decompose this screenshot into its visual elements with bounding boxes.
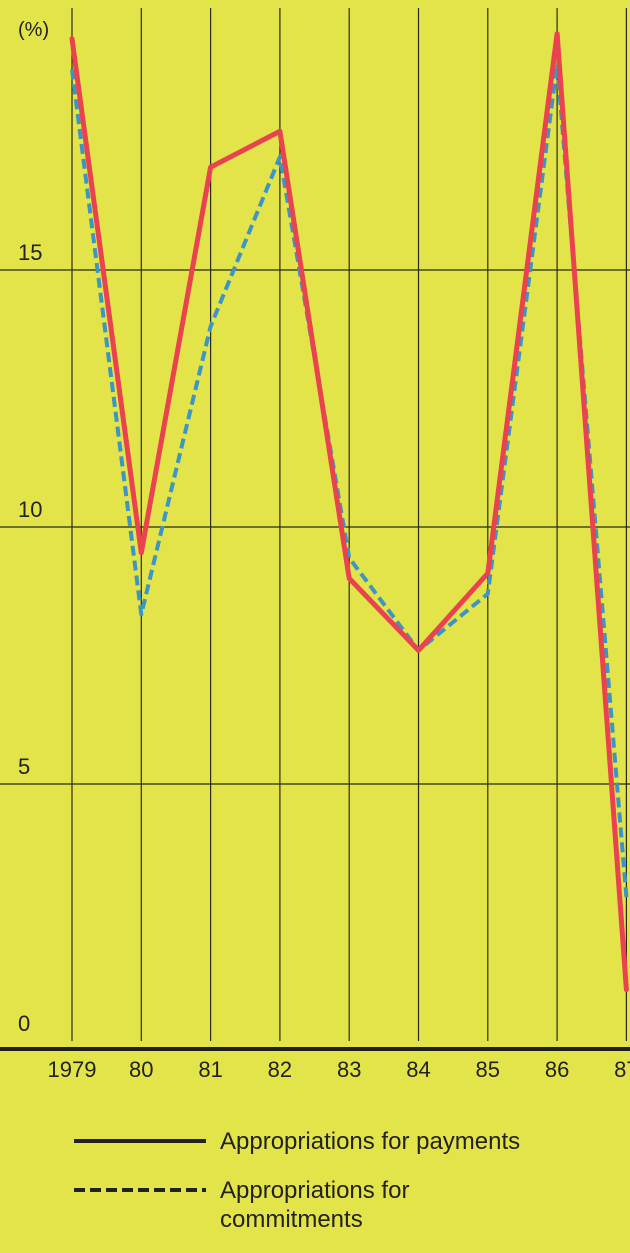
series-line-commitments xyxy=(70,62,629,898)
y-tick-label: 15 xyxy=(18,240,42,265)
x-tick-label: 85 xyxy=(476,1057,500,1082)
x-tick-labels: 1979 80 81 82 83 84 85 86 87 xyxy=(48,1057,630,1082)
x-tick-label: 80 xyxy=(129,1057,153,1082)
series-line-payments xyxy=(69,31,629,993)
x-tick-label: 84 xyxy=(406,1057,430,1082)
x-tick-label: 87 xyxy=(614,1057,630,1082)
x-tick-label: 81 xyxy=(198,1057,222,1082)
legend-label: Appropriations for commitments xyxy=(220,1177,409,1233)
x-tick-label: 86 xyxy=(545,1057,569,1082)
y-tick-label: 0 xyxy=(18,1011,30,1036)
legend-label: Appropriations for payments xyxy=(220,1128,520,1155)
y-tick-labels: 0 5 10 15 xyxy=(18,240,42,1036)
y-tick-label: 10 xyxy=(18,497,42,522)
x-tick-label: 82 xyxy=(268,1057,292,1082)
y-tick-label: 5 xyxy=(18,754,30,779)
legend: Appropriations for payments Appropriation… xyxy=(74,1128,520,1233)
x-tick-label: 1979 xyxy=(48,1057,97,1082)
unit-label: (%) xyxy=(18,19,49,41)
series-lines xyxy=(69,31,629,993)
x-tick-label: 83 xyxy=(337,1057,361,1082)
